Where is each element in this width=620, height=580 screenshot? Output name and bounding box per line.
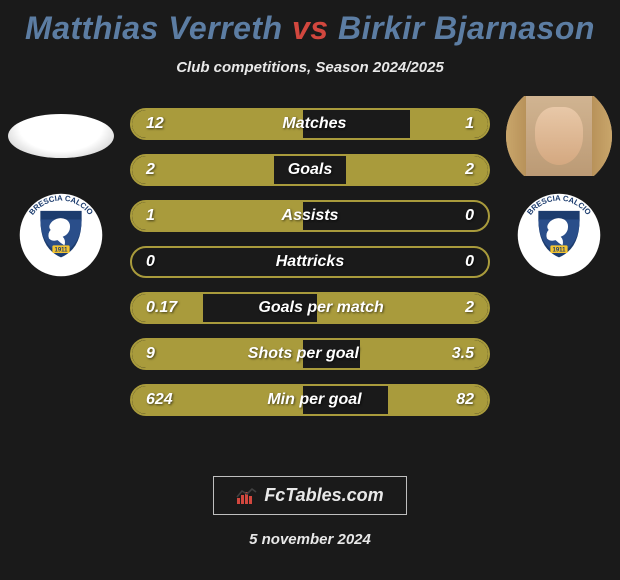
stat-value-left: 0	[132, 253, 155, 271]
stat-value-left: 0.17	[132, 299, 177, 317]
stat-label: Assists	[155, 207, 465, 225]
stat-value-right: 1	[465, 115, 488, 133]
stat-label: Goals per match	[177, 299, 465, 317]
avatar-placeholder-icon	[8, 114, 114, 158]
stat-value-left: 12	[132, 115, 164, 133]
player-right-club-badge: BRESCIA CALCIO 1911	[516, 192, 602, 278]
stat-row: 9Shots per goal3.5	[130, 338, 490, 370]
brand-chart-icon	[236, 487, 258, 505]
stats-list: 12Matches12Goals21Assists00Hattricks00.1…	[130, 108, 490, 416]
stat-label: Min per goal	[173, 391, 457, 409]
comparison-panel: BRESCIA CALCIO 1911 BRESCIA CALCIO 1911 …	[0, 96, 620, 436]
player-portrait-icon	[506, 96, 612, 176]
stat-value-left: 9	[132, 345, 155, 363]
player-right-photo	[506, 96, 612, 176]
brand-box[interactable]: FcTables.com	[213, 476, 406, 515]
stat-label: Hattricks	[155, 253, 465, 271]
stat-row: 0Hattricks0	[130, 246, 490, 278]
player-left-column: BRESCIA CALCIO 1911	[6, 96, 116, 278]
stat-label: Shots per goal	[155, 345, 452, 363]
comparison-title: Matthias Verreth vs Birkir Bjarnason	[0, 0, 620, 47]
player-right-name: Birkir Bjarnason	[338, 10, 595, 46]
stat-value-right: 0	[465, 207, 488, 225]
player-right-column: BRESCIA CALCIO 1911	[504, 96, 614, 278]
player-left-club-badge: BRESCIA CALCIO 1911	[18, 192, 104, 278]
brand-text: FcTables.com	[264, 485, 383, 506]
stat-row: 12Matches1	[130, 108, 490, 140]
player-left-name: Matthias Verreth	[25, 10, 283, 46]
stat-row: 624Min per goal82	[130, 384, 490, 416]
generation-date: 5 november 2024	[249, 531, 371, 548]
stat-label: Matches	[164, 115, 465, 133]
stat-row: 1Assists0	[130, 200, 490, 232]
svg-text:1911: 1911	[54, 247, 68, 253]
vs-label: vs	[292, 10, 329, 46]
svg-text:1911: 1911	[552, 247, 566, 253]
stat-label: Goals	[155, 161, 465, 179]
stat-value-right: 3.5	[452, 345, 488, 363]
stat-value-right: 2	[465, 299, 488, 317]
stat-value-right: 2	[465, 161, 488, 179]
stat-row: 0.17Goals per match2	[130, 292, 490, 324]
subtitle: Club competitions, Season 2024/2025	[0, 59, 620, 76]
stat-value-left: 1	[132, 207, 155, 225]
footer: FcTables.com 5 november 2024	[0, 476, 620, 548]
stat-value-right: 0	[465, 253, 488, 271]
stat-value-left: 624	[132, 391, 173, 409]
stat-value-left: 2	[132, 161, 155, 179]
player-left-photo	[8, 96, 114, 176]
stat-row: 2Goals2	[130, 154, 490, 186]
stat-value-right: 82	[456, 391, 488, 409]
